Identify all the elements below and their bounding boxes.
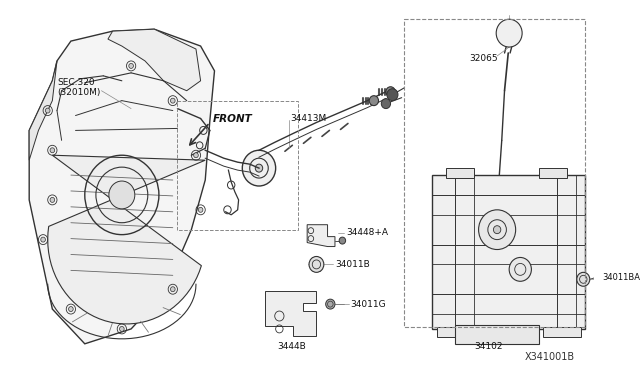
Circle shape — [68, 307, 73, 312]
Circle shape — [577, 272, 590, 286]
Circle shape — [170, 98, 175, 103]
Circle shape — [243, 150, 276, 186]
Bar — [177, 101, 298, 230]
Polygon shape — [108, 29, 200, 91]
Bar — [404, 19, 585, 327]
Circle shape — [386, 87, 395, 97]
Polygon shape — [446, 168, 474, 178]
Circle shape — [45, 108, 50, 113]
Circle shape — [194, 153, 198, 158]
Circle shape — [129, 63, 133, 68]
Circle shape — [41, 237, 45, 242]
Circle shape — [381, 99, 390, 109]
Text: 34448+A: 34448+A — [346, 228, 388, 237]
Text: 34011G: 34011G — [351, 299, 387, 309]
Polygon shape — [48, 155, 205, 324]
Circle shape — [509, 257, 531, 281]
Polygon shape — [29, 61, 57, 160]
Circle shape — [339, 237, 346, 244]
Text: X341001B: X341001B — [525, 352, 575, 362]
Circle shape — [170, 287, 175, 292]
Text: 34102: 34102 — [474, 342, 502, 351]
Polygon shape — [307, 225, 335, 247]
Polygon shape — [437, 327, 474, 337]
Circle shape — [309, 256, 324, 272]
Polygon shape — [456, 325, 539, 344]
Text: 34011B: 34011B — [335, 260, 370, 269]
Circle shape — [109, 181, 135, 209]
Circle shape — [496, 19, 522, 47]
Polygon shape — [266, 291, 316, 336]
Polygon shape — [29, 29, 214, 344]
Text: (32010M): (32010M) — [57, 88, 100, 97]
Text: SEC.320: SEC.320 — [57, 78, 95, 87]
Text: 34011BA: 34011BA — [602, 273, 640, 282]
Circle shape — [255, 164, 262, 172]
Polygon shape — [539, 168, 566, 178]
Circle shape — [198, 207, 203, 212]
Circle shape — [369, 96, 378, 106]
Polygon shape — [543, 327, 580, 337]
Circle shape — [50, 148, 54, 153]
Text: 34413M: 34413M — [291, 114, 327, 123]
Circle shape — [387, 89, 398, 101]
Text: FRONT: FRONT — [212, 113, 252, 124]
Circle shape — [479, 210, 516, 250]
Polygon shape — [432, 175, 585, 329]
Circle shape — [493, 226, 501, 234]
Text: 32065: 32065 — [469, 54, 498, 64]
Circle shape — [326, 299, 335, 309]
Circle shape — [50, 198, 54, 202]
Circle shape — [120, 327, 124, 331]
Text: 3444B: 3444B — [278, 342, 307, 351]
